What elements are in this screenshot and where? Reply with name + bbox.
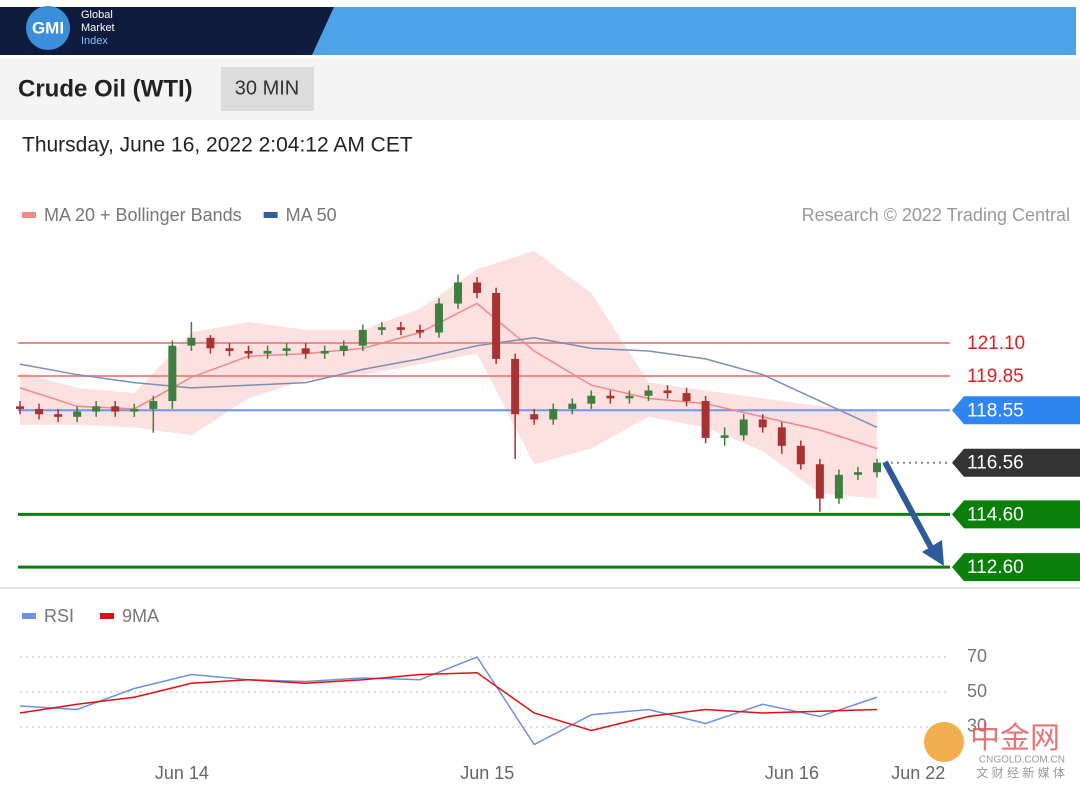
x-tick-label: Jun 14	[155, 763, 209, 783]
candle-body	[454, 282, 463, 304]
candle-body	[149, 401, 158, 409]
candle-body	[54, 414, 63, 417]
candle-body	[168, 345, 177, 402]
title: Crude Oil (WTI)	[18, 75, 193, 102]
candle-body	[796, 445, 805, 465]
candle-body	[872, 462, 881, 473]
candle-body	[815, 464, 824, 499]
legend-swatch	[100, 613, 115, 619]
candle-body	[682, 393, 691, 402]
candle-body	[225, 348, 234, 351]
rsi-line	[19, 656, 878, 746]
level-box	[952, 396, 1080, 425]
candle-body	[339, 345, 348, 351]
logo-circle	[26, 6, 70, 50]
candle-body	[301, 348, 310, 354]
candle-body	[777, 427, 786, 446]
level-label: 119.85	[967, 366, 1024, 387]
legend-swatch	[22, 212, 36, 218]
timestamp: Thursday, June 16, 2022 2:04:12 AM CET	[22, 134, 413, 157]
arrow-head	[922, 540, 944, 566]
y-tick-label: 70	[967, 646, 987, 666]
watermark-icon	[924, 722, 964, 762]
candle-body	[130, 408, 139, 412]
x-tick-label: Jun 16	[765, 763, 819, 783]
y-tick-label: 30	[967, 716, 987, 736]
legend-label: MA 50	[286, 205, 337, 225]
candle-body	[606, 395, 615, 399]
legend-label: 9MA	[122, 606, 159, 626]
level-box	[952, 553, 1080, 582]
legend-swatch	[22, 613, 36, 619]
legend-swatch	[263, 212, 278, 218]
candle-body	[206, 337, 215, 349]
candle-body	[35, 408, 44, 415]
level-label: 116.56	[967, 453, 1024, 474]
candle-body	[720, 435, 729, 438]
candle-body	[415, 329, 424, 333]
projection-arrow	[882, 460, 938, 557]
candle-body	[549, 408, 558, 420]
candle-body	[16, 406, 24, 409]
candle-body	[663, 390, 672, 394]
candle-body	[739, 419, 748, 436]
bollinger-band	[20, 250, 877, 499]
credit: Research © 2022 Trading Central	[802, 205, 1070, 225]
candle-body	[587, 395, 596, 404]
level-label: 112.60	[967, 557, 1024, 578]
candle-body	[282, 348, 291, 351]
level-label: 114.60	[967, 504, 1024, 525]
candle-body	[244, 350, 253, 354]
candle-body	[187, 337, 196, 346]
candle-body	[853, 472, 862, 475]
level-box	[952, 448, 1080, 477]
header-dark	[0, 7, 334, 55]
candle-body	[358, 329, 367, 346]
brand: Index	[81, 35, 108, 47]
ma-line	[19, 302, 878, 450]
brand: Global	[81, 9, 113, 21]
candle-body	[625, 395, 634, 399]
candle-body	[396, 327, 405, 330]
level-label: 118.55	[967, 400, 1024, 421]
legend-label: RSI	[44, 606, 74, 626]
rsi-line	[19, 671, 878, 732]
brand: Market	[81, 22, 115, 34]
candle-body	[530, 414, 539, 420]
candle-body	[111, 406, 120, 412]
level-box	[952, 500, 1080, 529]
logo: GMI	[32, 18, 64, 37]
candle-body	[644, 390, 653, 396]
watermark: 中金网	[970, 722, 1060, 755]
interval-button[interactable]	[221, 67, 314, 111]
candle-body	[511, 358, 520, 415]
legend-label: MA 20 + Bollinger Bands	[44, 205, 242, 225]
candle-body	[73, 411, 82, 417]
x-tick-label: Jun 15	[460, 763, 514, 783]
level-label: 121.10	[967, 333, 1025, 354]
candle-body	[434, 303, 443, 333]
candle-body	[568, 403, 577, 409]
candle-body	[92, 406, 101, 412]
candle-body	[492, 292, 501, 359]
candle-body	[701, 401, 710, 438]
candle-body	[263, 350, 272, 354]
candle-body	[473, 282, 482, 293]
watermark-tagline: 文 财 经 新 媒 体	[976, 765, 1065, 780]
interval[interactable]: 30 MIN	[235, 77, 299, 99]
candle-body	[834, 474, 843, 499]
candle-body	[320, 350, 329, 354]
candle-body	[377, 327, 386, 330]
x-tick-label: Jun 22	[891, 763, 945, 783]
ma-line	[19, 337, 878, 429]
title-row	[0, 58, 1080, 120]
watermark-site: CNGOLD.COM.CN	[979, 755, 1065, 766]
y-tick-label: 50	[967, 681, 987, 701]
candle-body	[758, 419, 767, 428]
